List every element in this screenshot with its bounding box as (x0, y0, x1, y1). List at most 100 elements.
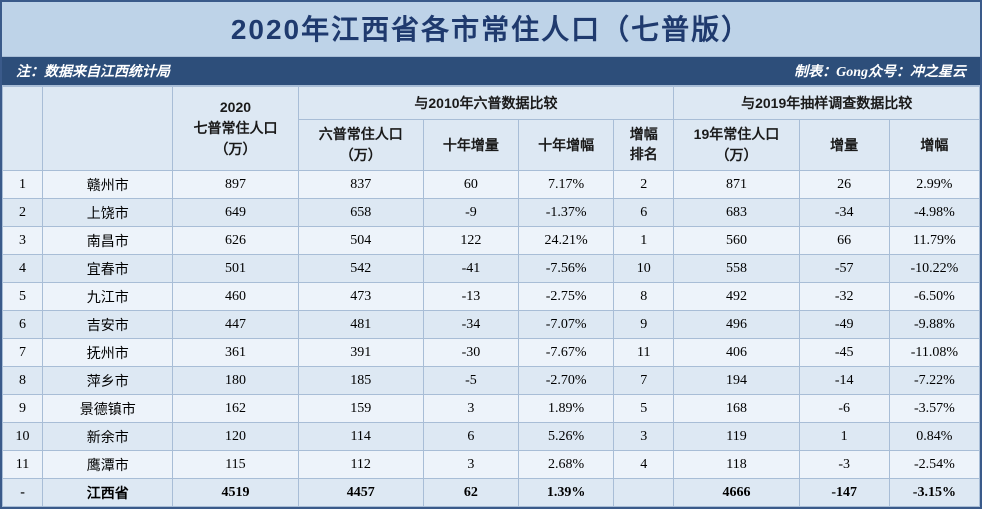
table-container: 2020年江西省各市常住人口（七普版） 注：数据来自江西统计局 制表：Gong众… (0, 0, 982, 509)
cell-city: 鹰潭市 (43, 451, 173, 479)
cell-pct10: -7.67% (519, 339, 614, 367)
cell-pct10: 5.26% (519, 423, 614, 451)
col-2020-header: 2020 七普常住人口 （万） (173, 87, 298, 171)
cell-inc19: -6 (799, 395, 889, 423)
cell-rk10: 5 (614, 395, 674, 423)
cell-p2019: 168 (674, 395, 799, 423)
cell-city: 江西省 (43, 479, 173, 507)
cell-inc19: -49 (799, 311, 889, 339)
cell-rank: 4 (3, 255, 43, 283)
col-inc10-header: 十年增量 (423, 120, 518, 171)
cell-rk10: 2 (614, 171, 674, 199)
cell-rank: 2 (3, 199, 43, 227)
cell-rank: 10 (3, 423, 43, 451)
cell-pct10: 24.21% (519, 227, 614, 255)
cell-p2020: 447 (173, 311, 298, 339)
cell-rk10: 7 (614, 367, 674, 395)
cell-p2020: 460 (173, 283, 298, 311)
cell-city: 萍乡市 (43, 367, 173, 395)
cell-p2020: 361 (173, 339, 298, 367)
cell-rank: 6 (3, 311, 43, 339)
cell-pct10: 1.39% (519, 479, 614, 507)
cell-p2019: 496 (674, 311, 799, 339)
cell-p2020: 897 (173, 171, 298, 199)
cell-inc10: 6 (423, 423, 518, 451)
cell-rk10 (614, 479, 674, 507)
cell-p2019: 871 (674, 171, 799, 199)
col-group-2019-header: 与2019年抽样调查数据比较 (674, 87, 980, 120)
cell-inc19: 66 (799, 227, 889, 255)
cell-rank: 3 (3, 227, 43, 255)
cell-p2010: 542 (298, 255, 423, 283)
cell-inc10: 62 (423, 479, 518, 507)
cell-pct10: -2.70% (519, 367, 614, 395)
cell-rk10: 9 (614, 311, 674, 339)
cell-inc10: -13 (423, 283, 518, 311)
population-table: 2020 七普常住人口 （万） 与2010年六普数据比较 与2019年抽样调查数… (2, 86, 980, 507)
col-group-2010-header: 与2010年六普数据比较 (298, 87, 674, 120)
cell-city: 新余市 (43, 423, 173, 451)
table-row: 5九江市460473-13-2.75%8492-32-6.50% (3, 283, 980, 311)
table-row: 7抚州市361391-30-7.67%11406-45-11.08% (3, 339, 980, 367)
note-left: 注：数据来自江西统计局 (16, 61, 170, 81)
cell-inc10: -30 (423, 339, 518, 367)
cell-rk10: 1 (614, 227, 674, 255)
cell-city: 九江市 (43, 283, 173, 311)
cell-pct19: -7.22% (889, 367, 979, 395)
cell-city: 抚州市 (43, 339, 173, 367)
table-row: 1赣州市897837607.17%2871262.99% (3, 171, 980, 199)
cell-p2019: 560 (674, 227, 799, 255)
cell-city: 吉安市 (43, 311, 173, 339)
table-row: 4宜春市501542-41-7.56%10558-57-10.22% (3, 255, 980, 283)
cell-inc19: -45 (799, 339, 889, 367)
cell-p2010: 391 (298, 339, 423, 367)
cell-p2010: 4457 (298, 479, 423, 507)
cell-p2019: 119 (674, 423, 799, 451)
cell-inc19: -57 (799, 255, 889, 283)
cell-rank: 8 (3, 367, 43, 395)
cell-inc10: -9 (423, 199, 518, 227)
page-title: 2020年江西省各市常住人口（七普版） (231, 14, 751, 45)
cell-inc10: 3 (423, 395, 518, 423)
col-inc19-header: 增量 (799, 120, 889, 171)
cell-rank: 9 (3, 395, 43, 423)
table-body: 1赣州市897837607.17%2871262.99%2上饶市649658-9… (3, 171, 980, 507)
cell-p2019: 194 (674, 367, 799, 395)
cell-pct19: -11.08% (889, 339, 979, 367)
cell-p2019: 558 (674, 255, 799, 283)
cell-p2019: 118 (674, 451, 799, 479)
cell-pct19: 0.84% (889, 423, 979, 451)
cell-p2020: 4519 (173, 479, 298, 507)
cell-p2019: 683 (674, 199, 799, 227)
cell-rk10: 8 (614, 283, 674, 311)
cell-city: 赣州市 (43, 171, 173, 199)
cell-inc19: -3 (799, 451, 889, 479)
cell-pct19: -4.98% (889, 199, 979, 227)
cell-p2020: 115 (173, 451, 298, 479)
cell-inc10: -34 (423, 311, 518, 339)
cell-rk10: 6 (614, 199, 674, 227)
cell-inc10: 60 (423, 171, 518, 199)
cell-rank: 11 (3, 451, 43, 479)
cell-rk10: 4 (614, 451, 674, 479)
col-rank10-header: 增幅 排名 (614, 120, 674, 171)
cell-city: 宜春市 (43, 255, 173, 283)
cell-p2020: 120 (173, 423, 298, 451)
cell-p2020: 162 (173, 395, 298, 423)
cell-pct10: -1.37% (519, 199, 614, 227)
cell-pct19: -2.54% (889, 451, 979, 479)
cell-pct19: -3.15% (889, 479, 979, 507)
col-2010pop-header: 六普常住人口 （万） (298, 120, 423, 171)
table-row: 6吉安市447481-34-7.07%9496-49-9.88% (3, 311, 980, 339)
table-row-total: -江西省45194457621.39%4666-147-3.15% (3, 479, 980, 507)
cell-rank: 1 (3, 171, 43, 199)
table-row: 8萍乡市180185-5-2.70%7194-14-7.22% (3, 367, 980, 395)
col-city-header (43, 87, 173, 171)
cell-pct10: 7.17% (519, 171, 614, 199)
cell-inc10: 3 (423, 451, 518, 479)
note-right: 制表：Gong众号：冲之星云 (794, 61, 966, 81)
cell-rank: 7 (3, 339, 43, 367)
cell-pct19: 11.79% (889, 227, 979, 255)
cell-pct19: 2.99% (889, 171, 979, 199)
cell-p2010: 185 (298, 367, 423, 395)
